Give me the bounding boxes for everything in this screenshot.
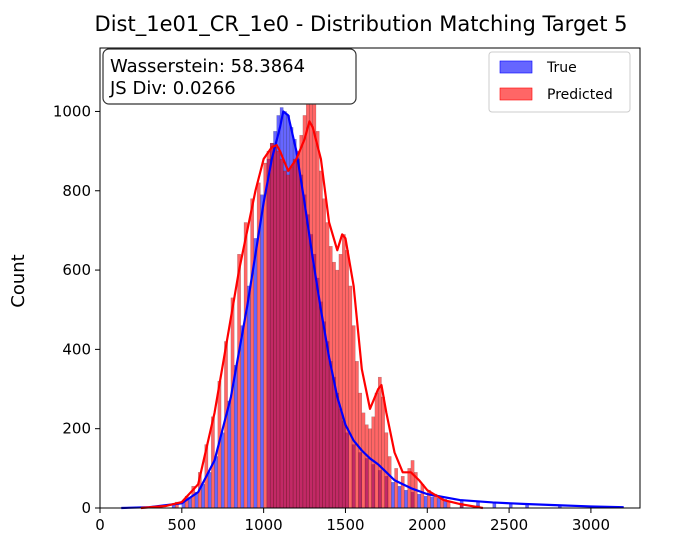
y-tick-label-600: 600 bbox=[62, 261, 91, 279]
bar-true-58 bbox=[492, 503, 497, 509]
bar-predicted-19 bbox=[276, 150, 281, 509]
legend-label-predicted: Predicted bbox=[547, 87, 613, 103]
bar-true-10 bbox=[227, 400, 232, 509]
legend-swatch-true bbox=[499, 60, 533, 74]
bar-predicted-46 bbox=[364, 424, 369, 509]
x-tick-label-3000: 3000 bbox=[572, 516, 610, 534]
bar-predicted-23 bbox=[289, 166, 294, 509]
bar-predicted-13 bbox=[250, 198, 255, 509]
bar-predicted-15 bbox=[263, 162, 268, 509]
bar-predicted-28 bbox=[305, 87, 310, 509]
bar-predicted-20 bbox=[279, 158, 284, 509]
bar-predicted-29 bbox=[309, 71, 313, 509]
bar-true-54 bbox=[436, 497, 441, 509]
bar-true-53 bbox=[430, 496, 435, 509]
bar-predicted-34 bbox=[325, 222, 330, 509]
bar-true-6 bbox=[201, 484, 205, 509]
legend-label-true: True bbox=[546, 60, 577, 76]
bar-predicted-54 bbox=[394, 468, 399, 509]
bar-true-52 bbox=[423, 495, 428, 509]
kde-line-predicted bbox=[140, 120, 484, 510]
bar-predicted-16 bbox=[266, 150, 271, 509]
y-tick-label-1000: 1000 bbox=[53, 102, 91, 120]
bar-predicted-22 bbox=[286, 174, 291, 509]
bar-predicted-38 bbox=[338, 254, 343, 509]
wasserstein-text: Wasserstein: 58.3864 bbox=[110, 56, 305, 77]
bar-predicted-43 bbox=[355, 361, 359, 509]
bar-predicted-39 bbox=[341, 234, 346, 509]
x-tick-label-500: 500 bbox=[167, 516, 196, 534]
y-axis-label: Count bbox=[8, 254, 29, 307]
bar-predicted-32 bbox=[319, 170, 323, 509]
legend-swatch-predicted bbox=[499, 87, 533, 101]
x-tick-label-0: 0 bbox=[95, 516, 105, 534]
bar-predicted-31 bbox=[315, 131, 320, 509]
bar-predicted-50 bbox=[377, 376, 382, 509]
bar-true-14 bbox=[253, 238, 258, 509]
stats-annotation: Wasserstein: 58.3864 JS Div: 0.0266 bbox=[102, 48, 357, 105]
y-axis-ticks: 0 200 400 600 800 1000 bbox=[53, 102, 100, 517]
bar-predicted-25 bbox=[296, 150, 300, 509]
bar-true-59 bbox=[508, 503, 513, 509]
plot-frame bbox=[99, 47, 641, 509]
bar-predicted-59 bbox=[420, 484, 425, 509]
stats-annotation-box bbox=[102, 48, 357, 105]
y-tick-label-0: 0 bbox=[81, 499, 91, 517]
x-tick-label-2500: 2500 bbox=[490, 516, 528, 534]
bar-predicted-55 bbox=[400, 476, 405, 509]
bar-predicted-12 bbox=[243, 222, 248, 509]
bar-predicted-27 bbox=[302, 115, 307, 509]
chart-title: Dist_1e01_CR_1e0 - Distribution Matching… bbox=[95, 12, 628, 37]
bar-predicted-30 bbox=[312, 95, 317, 509]
bar-predicted-40 bbox=[345, 250, 349, 509]
bar-true-47 bbox=[391, 482, 395, 509]
bar-predicted-49 bbox=[374, 392, 379, 509]
kde-line-true bbox=[121, 110, 624, 510]
x-tick-label-1500: 1500 bbox=[326, 516, 364, 534]
bar-true-8 bbox=[214, 456, 219, 509]
bar-predicted-41 bbox=[348, 285, 353, 509]
bar-true-9 bbox=[220, 432, 225, 509]
x-tick-label-1000: 1000 bbox=[245, 516, 283, 534]
js-div-text: JS Div: 0.0266 bbox=[109, 78, 236, 99]
bar-true-15 bbox=[260, 194, 264, 509]
bar-predicted-21 bbox=[283, 170, 287, 509]
y-tick-label-200: 200 bbox=[62, 420, 91, 438]
bar-predicted-24 bbox=[292, 158, 297, 509]
bar-true-7 bbox=[207, 472, 212, 509]
bar-true-13 bbox=[247, 285, 251, 509]
legend: True Predicted bbox=[488, 51, 631, 113]
bar-predicted-33 bbox=[322, 198, 327, 509]
bar-predicted-10 bbox=[230, 297, 235, 509]
bar-predicted-57 bbox=[410, 460, 415, 509]
bar-true-11 bbox=[233, 365, 238, 509]
kde-curves bbox=[121, 110, 624, 510]
plot-area bbox=[99, 47, 641, 510]
bar-true-48 bbox=[397, 485, 402, 509]
bar-true-12 bbox=[240, 325, 245, 509]
bar-predicted-51 bbox=[381, 396, 385, 509]
y-tick-label-800: 800 bbox=[62, 182, 91, 200]
y-tick-label-400: 400 bbox=[62, 340, 91, 358]
bar-predicted-17 bbox=[269, 142, 274, 509]
bar-predicted-11 bbox=[237, 254, 241, 509]
bar-true-49 bbox=[404, 489, 408, 509]
bar-predicted-53 bbox=[387, 456, 392, 509]
bar-predicted-45 bbox=[361, 412, 366, 509]
x-tick-label-2000: 2000 bbox=[408, 516, 446, 534]
bar-predicted-18 bbox=[273, 146, 277, 509]
bar-predicted-47 bbox=[368, 428, 372, 509]
x-axis-ticks: 0 500 1000 1500 2000 2500 3000 bbox=[95, 508, 610, 534]
histogram-bars bbox=[139, 71, 624, 509]
bar-predicted-35 bbox=[328, 246, 333, 509]
bar-true-51 bbox=[417, 493, 421, 509]
bar-predicted-42 bbox=[351, 325, 356, 509]
